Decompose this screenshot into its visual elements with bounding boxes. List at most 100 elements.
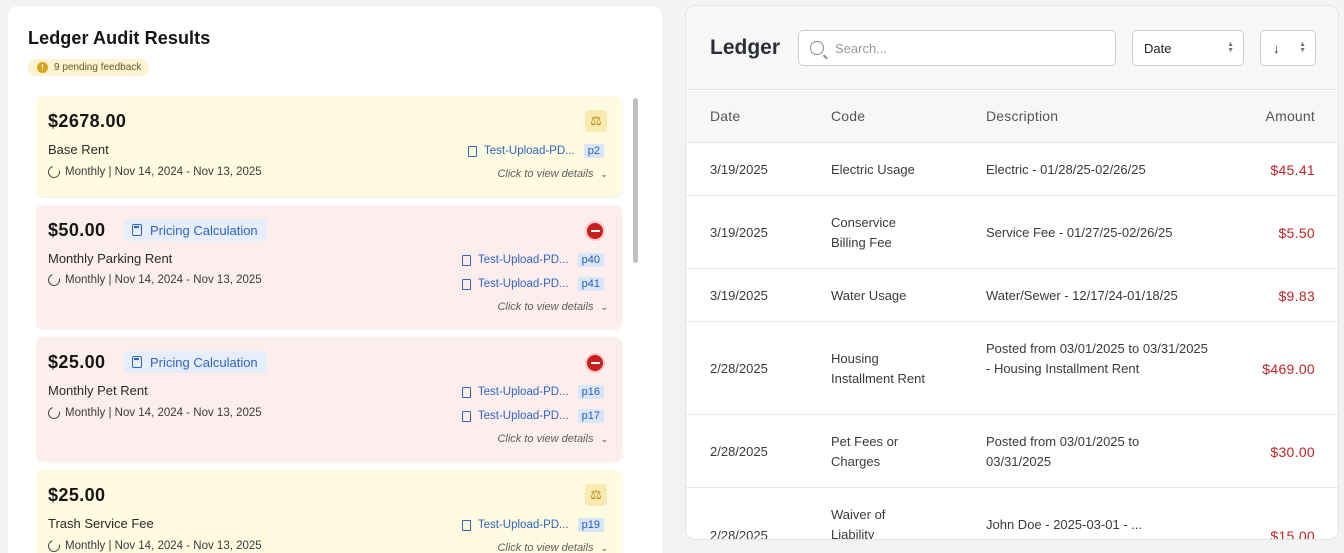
calculator-icon [132,224,142,236]
gavel-icon[interactable]: ⚖ [585,484,607,506]
table-row[interactable]: 3/19/2025 Electric Usage Electric - 01/2… [686,143,1338,196]
card-period-text: Monthly | Nov 14, 2024 - Nov 13, 2025 [65,540,262,552]
audit-title: Ledger Audit Results [28,28,211,48]
document-name: Test-Upload-PD... [477,254,569,266]
tag-label: Pricing Calculation [150,354,258,370]
column-header-date[interactable]: Date [710,108,741,124]
audit-card-list: $2678.00 ⚖ Base Rent Monthly | Nov 14, 2… [36,96,624,553]
cell-description: Service Fee - 01/27/25-02/26/25 [986,225,1173,240]
audit-card[interactable]: $2678.00 ⚖ Base Rent Monthly | Nov 14, 2… [36,96,622,196]
chevron-down-icon: ⌄ [600,542,608,553]
cell-description: Electric - 01/28/25-02/26/25 [986,162,1146,177]
cell-code: Pet Fees or Charges [831,434,899,469]
pending-feedback-text: 9 pending feedback [54,62,142,73]
card-label: Monthly Parking Rent [48,251,173,266]
cell-code: Electric Usage [831,162,915,177]
view-details-toggle[interactable]: Click to view details ⌄ [497,168,608,180]
page-badge: p41 [577,277,604,291]
table-row[interactable]: 2/28/2025 Pet Fees or Charges Posted fro… [686,415,1338,488]
file-icon [461,386,471,398]
info-icon: ! [37,62,48,73]
document-name: Test-Upload-PD... [477,519,569,531]
view-details-text: Click to view details [497,433,594,445]
pricing-calculation-tag[interactable]: Pricing Calculation [124,219,267,241]
audit-card[interactable]: $25.00 ⚖ Trash Service Fee Monthly | Nov… [36,470,622,553]
sort-direction-value: ↓ [1273,40,1280,56]
audit-card[interactable]: $25.00 Pricing Calculation Monthly Pet R… [36,337,622,461]
cell-description: Posted from 03/01/2025 to 03/31/2025 [986,434,1140,469]
column-header-code[interactable]: Code [831,108,866,124]
sort-direction-select[interactable]: ↓ ▲ ▼ [1260,30,1316,66]
file-icon [461,278,471,290]
file-icon [461,410,471,422]
view-details-text: Click to view details [497,168,594,180]
cell-date: 3/19/2025 [710,162,768,177]
audit-panel: Ledger Audit Results ! 9 pending feedbac… [8,6,662,553]
cell-description: Water/Sewer - 12/17/24-01/18/25 [986,288,1178,303]
card-period-text: Monthly | Nov 14, 2024 - Nov 13, 2025 [65,166,262,178]
document-name: Test-Upload-PD... [477,386,569,398]
calculator-icon [132,356,142,368]
column-header-amount[interactable]: Amount [1265,108,1315,124]
pricing-calculation-tag[interactable]: Pricing Calculation [124,351,267,373]
document-link[interactable]: Test-Upload-PD... p40 [461,253,604,267]
card-period: Monthly | Nov 14, 2024 - Nov 13, 2025 [45,537,262,553]
view-details-toggle[interactable]: Click to view details ⌄ [497,433,608,445]
gavel-icon[interactable]: ⚖ [585,110,607,132]
chevron-down-icon: ⌄ [600,433,608,444]
card-label: Base Rent [48,142,109,157]
chevron-down-icon: ⌄ [600,301,608,312]
file-icon [461,254,471,266]
cell-date: 2/28/2025 [710,444,768,459]
ledger-title: Ledger [710,36,781,59]
audit-card[interactable]: $50.00 Pricing Calculation Monthly Parki… [36,205,622,328]
sort-field-value: Date [1144,40,1172,56]
ledger-table-header: Date Code Description Amount [686,91,1338,143]
reject-icon[interactable] [585,353,605,373]
document-link[interactable]: Test-Upload-PD... p17 [461,409,604,423]
document-link[interactable]: Test-Upload-PD... p16 [461,385,604,399]
recurring-icon [45,271,63,289]
recurring-icon [45,537,63,553]
recurring-icon [45,163,63,181]
cell-code: Conservice Billing Fee [831,215,897,250]
ledger-header: Ledger Date ▲▼ ↓ ▲▼ [686,6,1338,90]
table-row[interactable]: 2/28/2025 Housing Installment Rent Poste… [686,322,1338,415]
card-list-scrollbar[interactable] [633,98,638,263]
view-details-text: Click to view details [497,542,594,553]
document-name: Test-Upload-PD... [483,145,575,157]
search-input[interactable] [835,40,1095,56]
cell-amount: $45.41 [1270,162,1315,178]
card-period: Monthly | Nov 14, 2024 - Nov 13, 2025 [45,163,262,181]
table-row[interactable]: 2/28/2025 Waiver of Liability John Doe -… [686,488,1338,539]
updown-chevron-icon: ▲ ▼ [1227,41,1234,54]
updown-chevron-icon: ▲ ▼ [1299,41,1306,54]
document-link[interactable]: Test-Upload-PD... p2 [467,144,604,158]
card-period: Monthly | Nov 14, 2024 - Nov 13, 2025 [45,271,262,289]
cell-date: 3/19/2025 [710,225,768,240]
document-name: Test-Upload-PD... [477,278,569,290]
cell-code: Water Usage [831,288,907,303]
file-icon [467,145,477,157]
ledger-panel: Ledger Date ▲▼ ↓ ▲▼ Date Code Descriptio… [685,5,1339,540]
card-amount: $25.00 [48,352,106,372]
page-badge: p2 [583,144,604,158]
page-badge: p17 [577,409,604,423]
column-header-description[interactable]: Description [986,108,1059,124]
view-details-toggle[interactable]: Click to view details ⌄ [497,542,608,553]
table-row[interactable]: 3/19/2025 Conservice Billing Fee Service… [686,196,1338,269]
cell-description: John Doe - 2025-03-01 - ... [986,517,1143,532]
card-period-text: Monthly | Nov 14, 2024 - Nov 13, 2025 [65,274,262,286]
pending-feedback-badge: ! 9 pending feedback [28,59,150,76]
sort-field-select[interactable]: Date ▲ ▼ [1132,30,1244,66]
document-name: Test-Upload-PD... [477,410,569,422]
search-box[interactable] [798,30,1116,66]
table-row[interactable]: 3/19/2025 Water Usage Water/Sewer - 12/1… [686,269,1338,322]
view-details-toggle[interactable]: Click to view details ⌄ [497,301,608,313]
document-link[interactable]: Test-Upload-PD... p19 [461,518,604,532]
cell-code: Housing Installment Rent [831,351,925,386]
cell-date: 2/28/2025 [710,361,768,376]
search-icon [810,41,824,55]
reject-icon[interactable] [585,221,605,241]
document-link[interactable]: Test-Upload-PD... p41 [461,277,604,291]
